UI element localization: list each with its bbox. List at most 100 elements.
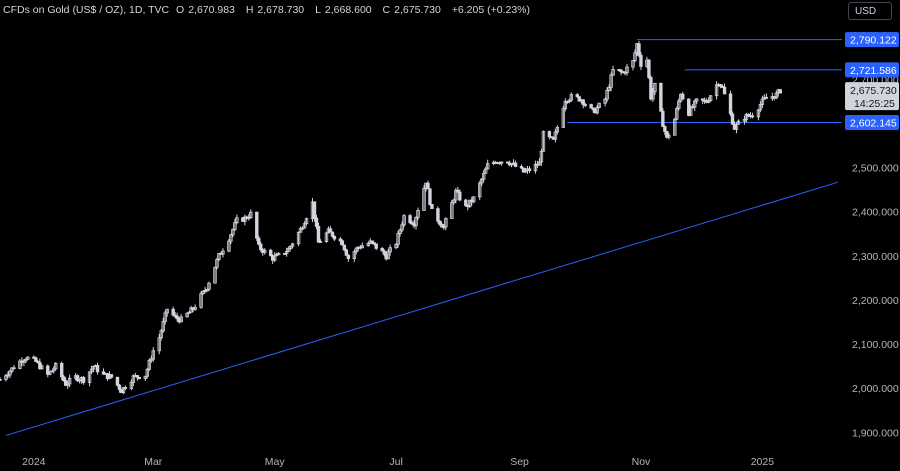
candle-body — [651, 91, 655, 100]
candles-layer — [0, 40, 782, 395]
candle-body — [346, 254, 351, 260]
candle-body — [750, 115, 755, 118]
candle-body — [318, 241, 323, 243]
candle-body — [171, 308, 175, 316]
price-levels-layer — [567, 39, 842, 124]
candle-body — [24, 358, 28, 362]
candle-body — [26, 356, 30, 360]
candle-body — [485, 163, 490, 170]
candle-body — [722, 86, 727, 95]
candle-body — [332, 235, 337, 240]
candle-body — [366, 242, 370, 247]
current-price-badge — [845, 82, 899, 111]
candle-body — [269, 249, 273, 257]
candle-body — [736, 120, 741, 125]
candle-body — [744, 113, 749, 120]
candle-body — [63, 380, 68, 386]
candle-body — [603, 98, 607, 104]
candle-body — [302, 223, 307, 229]
candle-body — [131, 375, 136, 383]
candle-body — [18, 360, 22, 369]
candle-body — [764, 96, 769, 99]
candle-body — [458, 191, 462, 201]
candle-body — [117, 384, 122, 390]
candle-body — [430, 204, 434, 210]
candle-body — [304, 218, 309, 225]
candle-body — [398, 229, 402, 234]
candle-body — [60, 362, 64, 378]
candle-body — [115, 376, 120, 386]
candle-body — [452, 199, 456, 204]
candle-body — [593, 109, 597, 114]
time-axis[interactable]: 2024 Mar May Jul Sep Nov 2025 — [22, 456, 774, 468]
candle-body — [597, 102, 601, 108]
candle-body — [619, 69, 623, 73]
candle-body — [742, 118, 747, 122]
candle-body — [547, 131, 552, 138]
candle-body — [249, 211, 253, 218]
candle-body — [519, 166, 524, 169]
candle-body — [569, 94, 573, 101]
candle-body — [75, 375, 80, 382]
x-tick-label: Mar — [144, 456, 163, 468]
candle-body — [374, 243, 378, 249]
candle-body — [444, 218, 448, 228]
candle-body — [284, 251, 289, 254]
candle-body — [694, 98, 699, 102]
candle-body — [480, 178, 484, 184]
candle-body — [235, 217, 239, 223]
candle-body — [456, 189, 460, 193]
price-level-badge — [845, 62, 899, 78]
candle-body — [372, 242, 376, 245]
candle-body — [533, 163, 538, 172]
candle-body — [193, 306, 197, 310]
x-tick-label: Nov — [632, 456, 651, 468]
candle-body — [261, 249, 265, 253]
candle-body — [388, 247, 392, 253]
candle-body — [692, 100, 697, 108]
candle-body — [555, 126, 560, 133]
candle-body — [400, 224, 404, 231]
candle-body — [541, 131, 546, 152]
candle-body — [380, 247, 384, 252]
candle-body — [565, 101, 570, 103]
candle-body — [681, 93, 685, 100]
candle-body — [151, 350, 155, 360]
candle-body — [370, 240, 374, 244]
candle-body — [450, 202, 454, 219]
candle-body — [408, 215, 412, 224]
candle-body — [732, 123, 737, 130]
current-price-label: 2,675.730 — [850, 85, 897, 97]
candle-body — [328, 228, 333, 233]
candle-body — [272, 255, 277, 261]
candle-body — [647, 59, 651, 78]
candle-body — [667, 134, 671, 138]
candle-body — [163, 312, 167, 322]
candle-body — [482, 172, 486, 180]
candle-body — [175, 315, 179, 320]
candle-body — [539, 150, 544, 163]
currency-button[interactable]: USD — [848, 2, 892, 20]
candle-body — [607, 86, 611, 91]
candle-body — [581, 99, 585, 105]
candle-body — [314, 217, 319, 227]
candle-body — [87, 371, 92, 383]
candle-body — [65, 383, 70, 386]
y-tick-label: 2,100.000 — [852, 339, 899, 351]
candle-body — [95, 365, 100, 373]
symbol-legend: CFDs on Gold (US$ / OZ), 1D, TVC O 2,670.… — [3, 4, 534, 16]
candle-body — [109, 374, 114, 378]
candle-body — [758, 104, 763, 111]
candle-body — [639, 54, 643, 67]
candle-body — [46, 365, 50, 375]
candle-body — [338, 238, 343, 242]
candle-body — [360, 245, 364, 249]
candle-body — [38, 361, 42, 370]
candle-body — [91, 365, 96, 370]
candle-body — [298, 227, 303, 233]
candle-body — [677, 100, 681, 109]
candle-body — [466, 205, 470, 208]
candle-body — [611, 69, 615, 76]
candle-body — [187, 311, 191, 314]
